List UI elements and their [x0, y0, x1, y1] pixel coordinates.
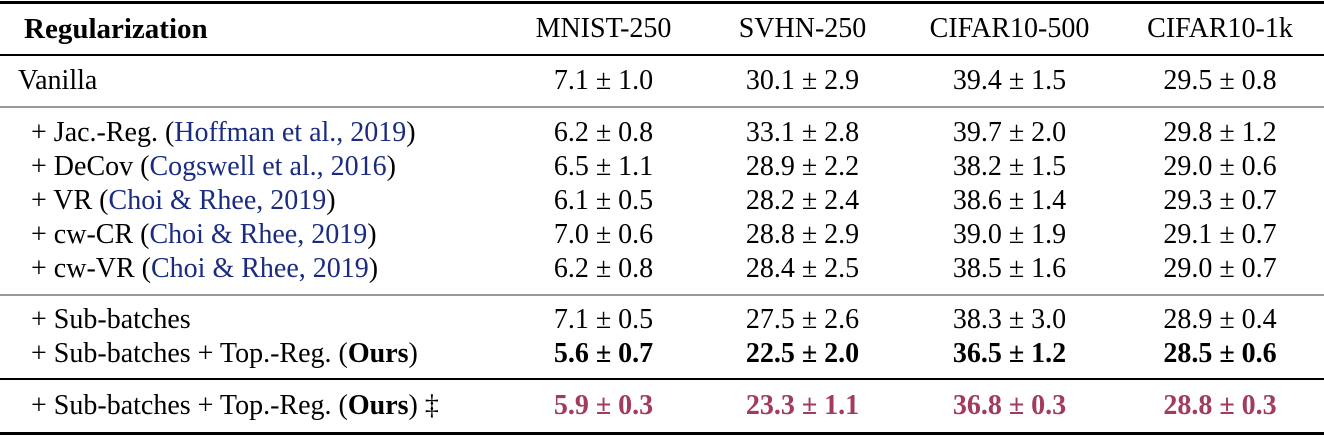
row-label: + VR (Choi & Rhee, 2019)	[0, 186, 505, 215]
metric-value: 27.5 ± 2.6	[745, 304, 860, 336]
metric-value: 28.9 ± 0.4	[1163, 304, 1277, 336]
column-header-svhn-250: SVHN-250	[738, 13, 867, 45]
row-label: + DeCov (Cogswell et al., 2016)	[0, 152, 505, 181]
metric-value: 5.9 ± 0.3	[553, 390, 654, 422]
row-label: + Sub-batches + Top.-Reg. (Ours)	[0, 339, 505, 368]
column-header-cifar10-1k: CIFAR10-1k	[1147, 13, 1293, 45]
metric-value: 7.0 ± 0.6	[553, 219, 654, 251]
column-header-regularization: Regularization	[24, 12, 208, 45]
metric-value: 38.2 ± 1.5	[952, 151, 1067, 183]
row-label-text: + cw-CR (	[31, 219, 150, 251]
row-label-text: + Sub-batches	[31, 304, 191, 336]
table-row: + DeCov (Cogswell et al., 2016) 6.5 ± 1.1…	[0, 150, 1324, 184]
row-label-text: + DeCov (	[31, 151, 150, 183]
metric-value: 7.1 ± 1.0	[553, 65, 654, 97]
metric-value: 28.8 ± 0.3	[1163, 390, 1277, 422]
row-label-text: )	[367, 219, 377, 251]
table-row: + cw-CR (Choi & Rhee, 2019) 7.0 ± 0.6 28.8…	[0, 218, 1324, 252]
metric-value: 30.1 ± 2.9	[745, 65, 860, 97]
table-row: + cw-VR (Choi & Rhee, 2019) 6.2 ± 0.8 28.4…	[0, 252, 1324, 286]
metric-value: 29.0 ± 0.6	[1163, 151, 1277, 183]
row-label: Vanilla	[0, 66, 505, 95]
metric-value: 29.1 ± 0.7	[1163, 219, 1277, 251]
metric-value: 5.6 ± 0.7	[553, 338, 654, 370]
row-label: + Sub-batches	[0, 305, 505, 334]
metric-value: 6.5 ± 1.1	[553, 151, 654, 183]
row-label-text: )	[368, 253, 379, 285]
rule-above-test-row	[0, 378, 1324, 380]
metric-value: 29.0 ± 0.7	[1163, 253, 1277, 285]
table-row: + Sub-batches 7.1 ± 0.5 27.5 ± 2.6 38.3 ± 3…	[0, 303, 1324, 337]
metric-value: 39.4 ± 1.5	[952, 65, 1067, 97]
row-label-text: )	[408, 338, 418, 370]
rule-below-vanilla	[0, 106, 1324, 108]
metric-value: 28.8 ± 2.9	[745, 219, 860, 251]
citation-link[interactable]: Choi & Rhee, 2019	[150, 253, 369, 285]
metric-value: 36.5 ± 1.2	[952, 338, 1067, 370]
metric-value: 28.4 ± 2.5	[745, 253, 860, 285]
row-label-text: + Sub-batches + Top.-Reg. (	[31, 338, 348, 370]
row-label-text: )	[406, 117, 416, 149]
metric-value: 6.2 ± 0.8	[553, 253, 654, 285]
metric-value: 7.1 ± 0.5	[553, 304, 654, 336]
row-label-text: + cw-VR (	[31, 253, 151, 285]
row-label-text: )	[386, 151, 396, 183]
column-header-cifar10-500: CIFAR10-500	[929, 13, 1090, 45]
table-row: + VR (Choi & Rhee, 2019) 6.1 ± 0.5 28.2 ± …	[0, 184, 1324, 218]
metric-value: 29.8 ± 1.2	[1163, 117, 1277, 149]
row-label: + Jac.-Reg. (Hoffman et al., 2019)	[0, 118, 505, 147]
metric-value: 28.5 ± 0.6	[1163, 338, 1277, 370]
metric-value: 28.2 ± 2.4	[745, 185, 860, 217]
row-label: + Sub-batches + Top.-Reg. (Ours) ‡	[0, 391, 505, 420]
metric-value: 39.7 ± 2.0	[952, 117, 1067, 149]
rule-bottom	[0, 432, 1324, 435]
row-label-text: + Sub-batches + Top.-Reg. (	[31, 390, 348, 422]
row-label-text: Vanilla	[18, 65, 98, 97]
metric-value: 6.2 ± 0.8	[553, 117, 654, 149]
metric-value: 38.3 ± 3.0	[952, 304, 1067, 336]
metric-value: 29.5 ± 0.8	[1163, 65, 1277, 97]
metric-value: 23.3 ± 1.1	[745, 390, 860, 422]
row-label-text: + Jac.-Reg. (	[31, 117, 175, 149]
row-label: + cw-CR (Choi & Rhee, 2019)	[0, 220, 505, 249]
metric-value: 39.0 ± 1.9	[952, 219, 1067, 251]
rule-top	[0, 1, 1324, 4]
metric-value: 28.9 ± 2.2	[745, 151, 860, 183]
table-row: + Sub-batches + Top.-Reg. (Ours) 5.6 ± 0.…	[0, 337, 1324, 371]
column-header-mnist-250: MNIST-250	[535, 13, 672, 45]
metric-value: 36.8 ± 0.3	[952, 390, 1067, 422]
rule-below-header	[0, 54, 1324, 56]
metric-value: 38.5 ± 1.6	[952, 253, 1067, 285]
metric-value: 33.1 ± 2.8	[745, 117, 860, 149]
row-label-text: ) ‡	[408, 390, 439, 422]
row-label-text: Ours	[347, 338, 409, 370]
citation-link[interactable]: Hoffman et al., 2019	[174, 117, 407, 149]
row-label-text: )	[326, 185, 336, 217]
row-label: + cw-VR (Choi & Rhee, 2019)	[0, 254, 505, 283]
table-section-ours-dev: + Sub-batches 7.1 ± 0.5 27.5 ± 2.6 38.3 ± 3…	[0, 296, 1324, 378]
table-section-ours-test: + Sub-batches + Top.-Reg. (Ours) ‡ 5.9 ± …	[0, 380, 1324, 432]
table-row: + Sub-batches + Top.-Reg. (Ours) ‡ 5.9 ± …	[0, 380, 1324, 432]
metric-value: 29.3 ± 0.7	[1163, 185, 1277, 217]
metric-value: 6.1 ± 0.5	[553, 185, 654, 217]
metric-value: 22.5 ± 2.0	[745, 338, 860, 370]
citation-link[interactable]: Cogswell et al., 2016	[149, 151, 387, 183]
table-section-vanilla: Vanilla 7.1 ± 1.0 30.1 ± 2.9 39.4 ± 1.5 29.5…	[0, 56, 1324, 106]
row-label-text: Ours	[347, 390, 409, 422]
table-row: + Jac.-Reg. (Hoffman et al., 2019) 6.2 ± …	[0, 116, 1324, 150]
row-label-text: + VR (	[31, 185, 109, 217]
metric-value: 38.6 ± 1.4	[952, 185, 1067, 217]
table-header-row: Regularization MNIST-250 SVHN-250 CIFAR1…	[0, 4, 1324, 54]
citation-link[interactable]: Choi & Rhee, 2019	[108, 185, 327, 217]
citation-link[interactable]: Choi & Rhee, 2019	[149, 219, 368, 251]
table-section-baselines: + Jac.-Reg. (Hoffman et al., 2019) 6.2 ± …	[0, 108, 1324, 294]
table-row: Vanilla 7.1 ± 1.0 30.1 ± 2.9 39.4 ± 1.5 29.5…	[0, 56, 1324, 106]
rule-below-baselines	[0, 294, 1324, 296]
